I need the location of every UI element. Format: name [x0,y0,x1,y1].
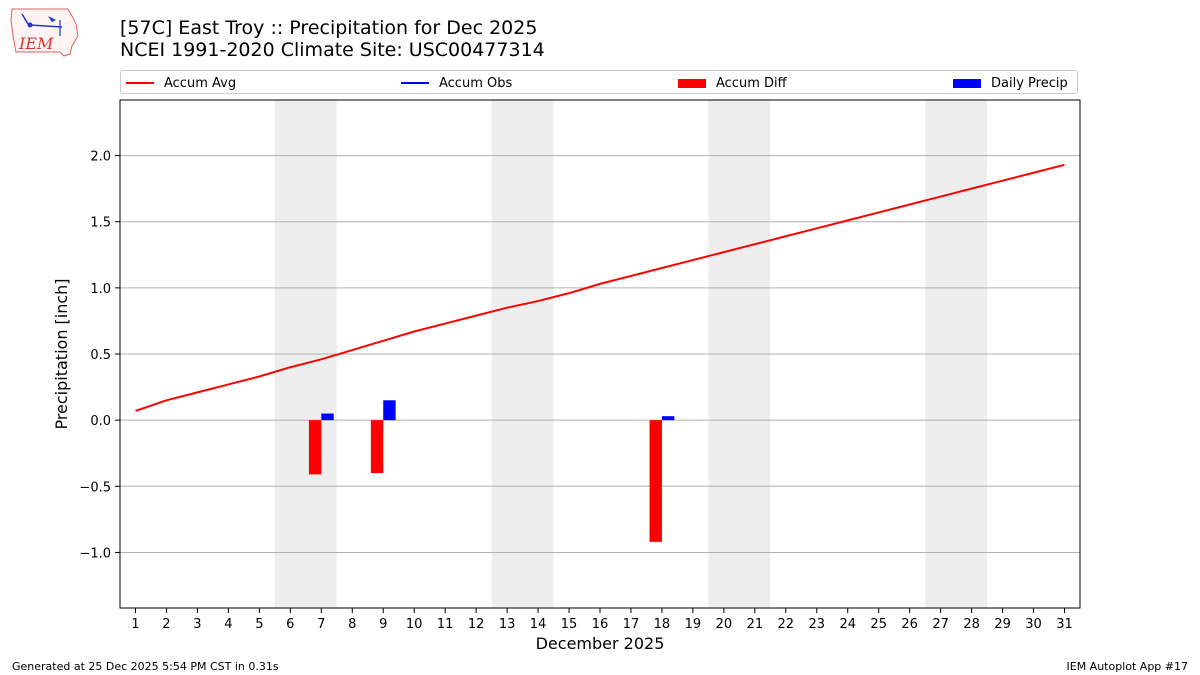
legend-item-accum-avg: Accum Avg [126,74,236,92]
footer-generated: Generated at 25 Dec 2025 5:54 PM CST in … [12,660,279,673]
x-tick-label: 5 [255,617,263,632]
x-tick-label: 30 [1025,617,1042,632]
x-axis-ticks: 1 2 3 4 5 6 7 8 9 10 11 12 13 14 15 16 17 18 19 20 21 22 23 24 2… [131,608,1073,632]
x-tick-label: 31 [1056,617,1073,632]
footer-app: IEM Autoplot App #17 [1066,660,1189,673]
x-tick-label: 23 [809,617,826,632]
x-tick-label: 8 [348,617,356,632]
daily-precip-bar [383,400,396,421]
x-tick-label: 6 [286,617,294,632]
x-tick-label: 28 [963,617,980,632]
y-tick-label: −0.5 [79,480,111,495]
y-tick-label: 1.0 [90,282,111,297]
x-tick-label: 16 [592,617,609,632]
accum-diff-bar [370,420,384,474]
y-tick-label: 1.5 [90,216,111,231]
x-tick-label: 27 [932,617,949,632]
y-tick-label: 0.0 [90,414,111,429]
y-tick-label: 0.5 [90,348,111,363]
x-tick-label: 10 [406,617,423,632]
x-tick-label: 22 [778,617,795,632]
x-axis-label: December 2025 [536,634,665,653]
legend-swatch-daily-precip [953,78,981,88]
legend-label-accum-obs: Accum Obs [439,75,513,91]
x-tick-label: 19 [685,617,702,632]
x-tick-label: 13 [499,617,516,632]
legend-item-daily-precip: Daily Precip [953,74,1068,92]
x-tick-label: 14 [530,617,547,632]
legend-swatch-accum-avg [126,82,154,84]
legend-item-accum-diff: Accum Diff [678,74,787,92]
x-tick-label: 2 [162,617,170,632]
y-axis-ticks: −1.0 −0.5 0.0 0.5 1.0 1.5 2.0 [79,150,120,561]
legend: Accum Avg Accum Obs Accum Diff Daily Pre… [120,70,1078,94]
legend-label-accum-avg: Accum Avg [164,75,237,91]
chart-title: [57C] East Troy :: Precipitation for Dec… [120,17,538,39]
x-tick-label: 7 [317,617,325,632]
x-tick-label: 17 [623,617,640,632]
bar-series [308,400,675,542]
accum-diff-bar [649,420,662,542]
x-tick-label: 20 [716,617,733,632]
y-axis-label: Precipitation [inch] [52,278,71,429]
x-tick-label: 26 [901,617,918,632]
x-tick-label: 18 [654,617,671,632]
daily-precip-bar [321,413,334,421]
x-tick-label: 25 [870,617,887,632]
y-gridlines [120,155,1080,553]
iem-logo: IEM [10,8,79,57]
x-tick-label: 1 [131,617,139,632]
x-tick-label: 29 [994,617,1011,632]
x-tick-label: 15 [561,617,578,632]
accum-avg-line [135,163,1065,412]
x-tick-label: 12 [468,617,485,632]
legend-label-daily-precip: Daily Precip [991,75,1068,91]
y-tick-label: 2.0 [90,150,111,165]
chart-subtitle: NCEI 1991-2020 Climate Site: USC00477314 [120,39,545,61]
x-tick-label: 3 [193,617,201,632]
x-tick-label: 24 [839,617,856,632]
legend-swatch-accum-diff [678,78,706,88]
x-tick-label: 21 [747,617,764,632]
legend-item-accum-obs: Accum Obs [401,74,512,92]
y-tick-label: −1.0 [79,546,111,561]
logo-text: IEM [18,34,54,53]
legend-swatch-accum-obs [401,82,429,84]
line-series [135,163,1065,412]
daily-precip-bar [661,416,675,421]
x-tick-label: 9 [379,617,387,632]
iowa-outline-icon [10,8,79,57]
x-tick-label: 4 [224,617,232,632]
x-tick-label: 11 [437,617,454,632]
accum-diff-bar [308,420,322,475]
legend-label-accum-diff: Accum Diff [716,75,787,91]
